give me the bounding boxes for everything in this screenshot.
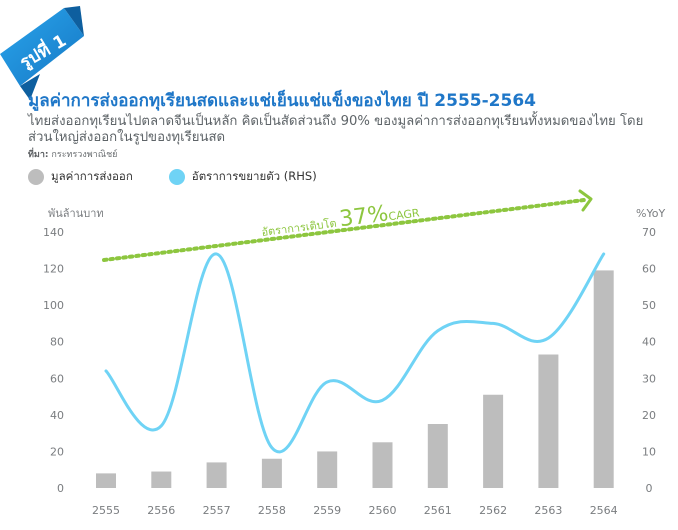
cagr-annotation-suffix: CAGR: [388, 206, 421, 223]
bar-2556: [151, 471, 172, 488]
y-right-tick-50: 50: [642, 299, 656, 312]
legend-swatch-line: [168, 169, 185, 185]
y-left-tick-40: 40: [50, 409, 64, 422]
chart-source: ที่มา: กระทรวงพาณิชย์: [28, 149, 668, 161]
x-tick-2557: 2557: [203, 504, 231, 517]
bar-2557: [206, 462, 227, 488]
y-left-tick-140: 140: [43, 226, 64, 239]
y-left-tick-80: 80: [50, 336, 64, 349]
chart-header: มูลค่าการส่งออกทุเรียนสดและแช่เย็นแช่แข็…: [28, 90, 668, 161]
chart-title: มูลค่าการส่งออกทุเรียนสดและแช่เย็นแช่แข็…: [28, 91, 536, 111]
x-tick-2560: 2560: [369, 504, 397, 517]
bar-2558: [261, 458, 282, 488]
bar-2564: [593, 270, 614, 488]
y-right-tick-10: 10: [642, 445, 656, 458]
x-tick-2563: 2563: [534, 504, 562, 517]
bar-2563: [538, 354, 559, 488]
cagr-annotation-value: 37%: [338, 201, 390, 232]
y-left-tick-100: 100: [43, 299, 64, 312]
y-right-tick-60: 60: [642, 263, 656, 276]
y-right-tick-0: 0: [646, 482, 653, 495]
legend-swatch-bars: [28, 169, 44, 185]
bar-2555: [96, 473, 116, 488]
legend-label-line: อัตราการขยายตัว (RHS): [191, 169, 317, 183]
source-text: กระทรวงพาณิชย์: [51, 150, 118, 160]
bar-2561: [427, 424, 448, 488]
figure-badge: รูปที่ 1: [0, 0, 110, 105]
y-right-tick-40: 40: [642, 336, 656, 349]
legend-item-bars: มูลค่าการส่งออก: [28, 168, 133, 186]
x-tick-2562: 2562: [479, 504, 507, 517]
x-tick-2564: 2564: [590, 504, 618, 517]
bars-layer: [96, 270, 614, 488]
x-tick-2556: 2556: [147, 504, 175, 517]
x-tick-2555: 2555: [92, 504, 120, 517]
trend-layer: อัตราการเติบโต 37%CAGR: [102, 189, 593, 262]
legend-item-line: อัตราการขยายตัว (RHS): [168, 168, 317, 186]
y-right-tick-70: 70: [642, 226, 656, 239]
y-axis-left-title: พันล้านบาท: [48, 207, 104, 220]
cagr-annotation: อัตราการเติบโต 37%CAGR: [260, 197, 421, 242]
source-prefix: ที่มา:: [28, 150, 49, 160]
x-tick-2559: 2559: [313, 504, 341, 517]
y-left-tick-120: 120: [43, 263, 64, 276]
y-axis-right-title: %YoY: [636, 207, 665, 220]
bar-2559: [317, 451, 338, 488]
legend-label-bars: มูลค่าการส่งออก: [51, 169, 133, 183]
chart-legend: มูลค่าการส่งออก อัตราการขยายตัว (RHS): [28, 168, 353, 186]
cagr-trend-line: [102, 198, 586, 262]
x-tick-2561: 2561: [424, 504, 452, 517]
y-left-tick-60: 60: [50, 372, 64, 385]
chart-subtitle: ไทยส่งออกทุเรียนไปตลาดจีนเป็นหลัก คิดเป็…: [28, 114, 644, 145]
growth-rate-line: [104, 252, 606, 453]
y-right-tick-30: 30: [642, 372, 656, 385]
axis-layer: พันล้านบาท %YoY 0 20 40 60 80 100 120 140 0 10 20 30 4…: [43, 207, 665, 517]
bar-2562: [483, 394, 504, 488]
y-left-tick-20: 20: [50, 445, 64, 458]
line-layer: [104, 252, 606, 453]
x-tick-2558: 2558: [258, 504, 286, 517]
badge-ribbon-shape: [0, 6, 84, 100]
y-left-tick-0: 0: [57, 482, 64, 495]
y-right-tick-20: 20: [642, 409, 656, 422]
cagr-arrow-head: [578, 189, 593, 212]
bar-2560: [372, 442, 393, 488]
